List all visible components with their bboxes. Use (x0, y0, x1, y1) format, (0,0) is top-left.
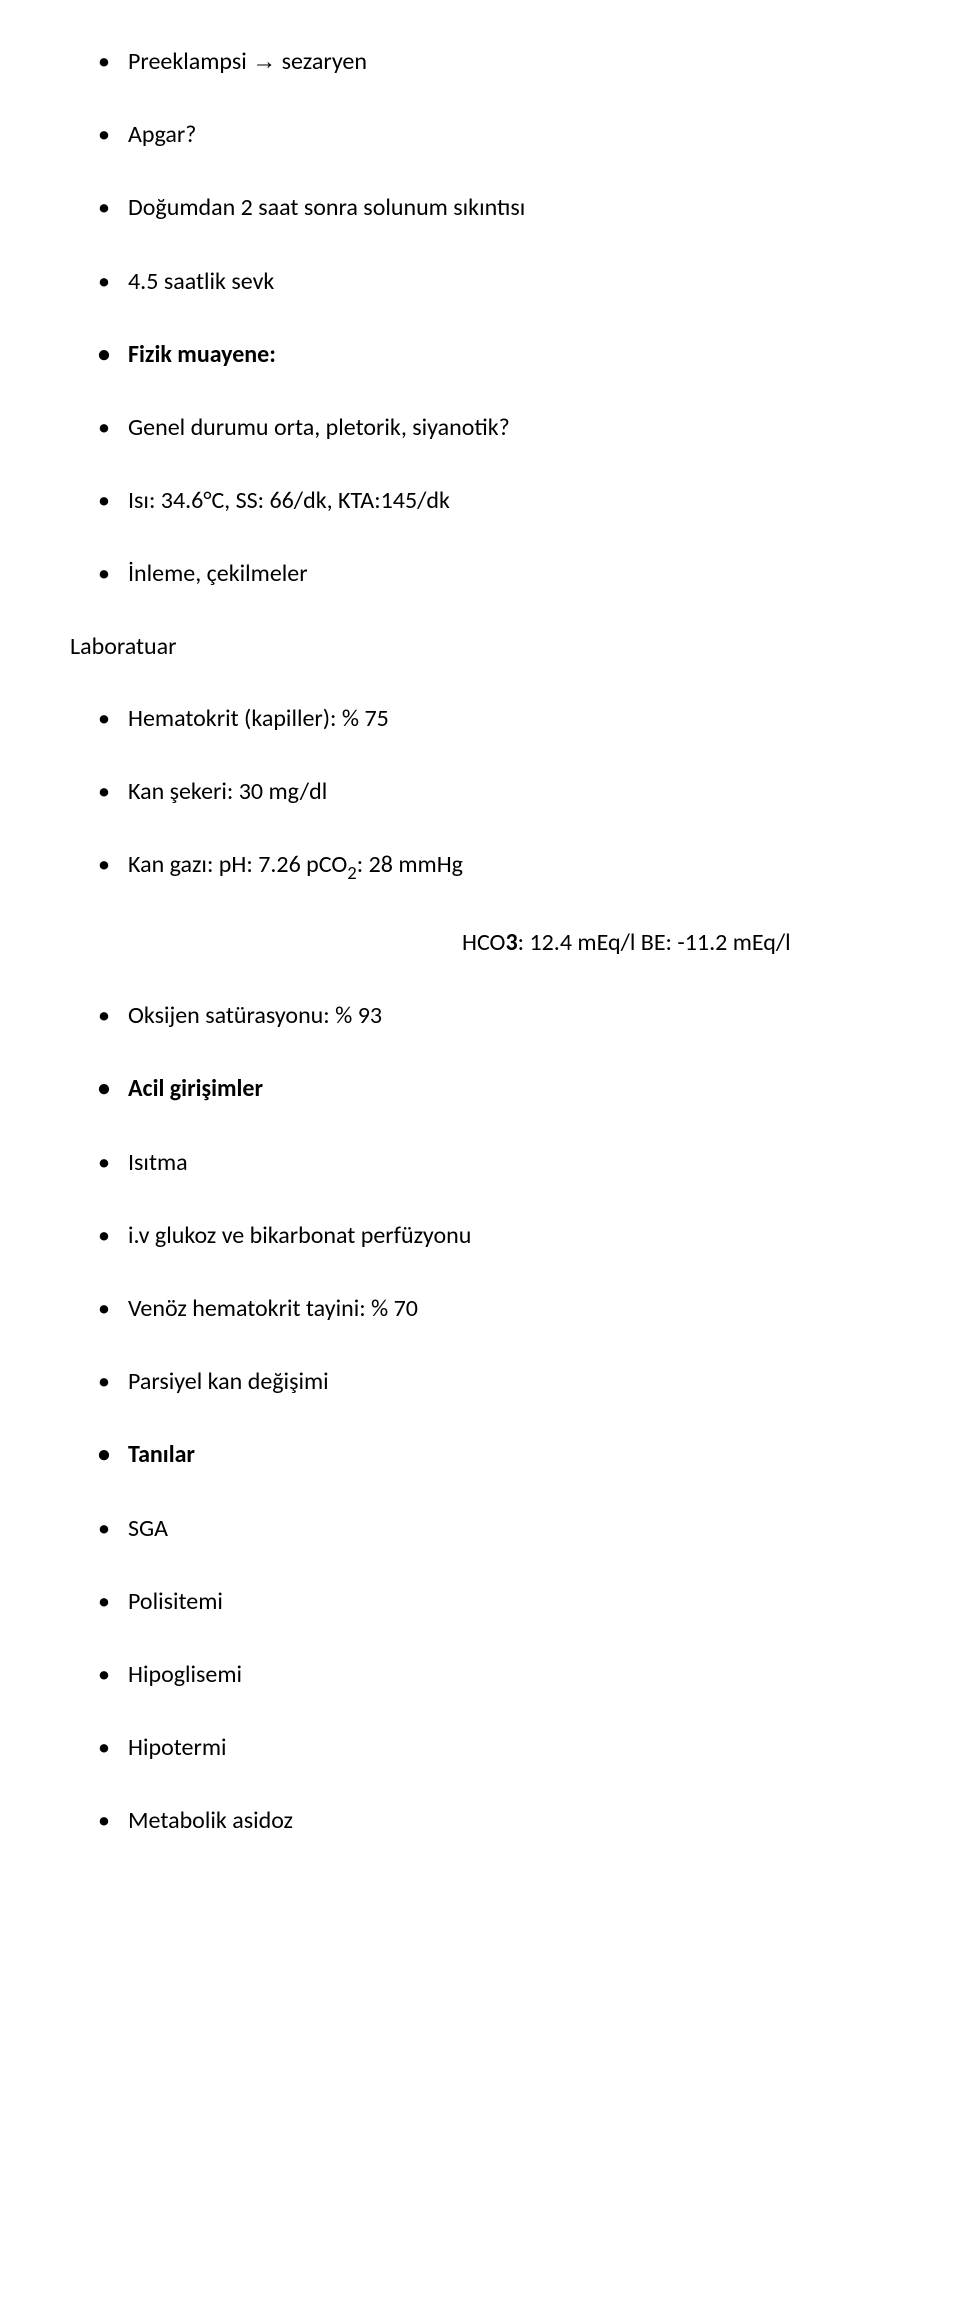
list-item: Parsiyel kan değişimi (70, 1366, 890, 1397)
list-item: Kan şekeri: 30 mg/dl (70, 776, 890, 807)
section-label: Laboratuar (70, 632, 890, 661)
list-item: Venöz hematokrit tayini: % 70 (70, 1293, 890, 1324)
list-item: Metabolik asidoz (70, 1805, 890, 1836)
list-item: İnleme, çekilmeler (70, 558, 890, 589)
list-item: Hipoglisemi (70, 1659, 890, 1690)
list-item: Oksijen satürasyonu: % 93 (70, 1000, 890, 1031)
list-item: Kan gazı: pH: 7.26 pCO2: 28 mmHg (70, 849, 890, 885)
list-item: Isıtma (70, 1147, 890, 1178)
list-item: Acil girişimler (70, 1073, 890, 1104)
list-item: Fizik muayene: (70, 339, 890, 370)
list-item: Hematokrit (kapiller): % 75 (70, 703, 890, 734)
bullet-list-c: Oksijen satürasyonu: % 93 Acil girişimler… (70, 1000, 890, 1836)
list-item: SGA (70, 1513, 890, 1544)
document-page: Preeklampsi → sezaryen Apgar? Doğumdan 2 s… (0, 0, 960, 1938)
list-item: 4.5 saatlik sevk (70, 266, 890, 297)
bullet-list-b: Hematokrit (kapiller): % 75 Kan şekeri: 3… (70, 703, 890, 886)
list-item: Isı: 34.6°C, SS: 66/dk, KTA:145/dk (70, 485, 890, 516)
list-item: Polisitemi (70, 1586, 890, 1617)
list-item: Apgar? (70, 119, 890, 150)
list-item: Tanılar (70, 1439, 890, 1470)
list-item: Genel durumu orta, pletorik, siyanotik? (70, 412, 890, 443)
list-item: i.v glukoz ve bikarbonat perfüzyonu (70, 1220, 890, 1251)
list-item: Preeklampsi → sezaryen (70, 46, 890, 77)
indented-result-line: HCO3: 12.4 mEq/l BE: -11.2 mEq/l (70, 927, 890, 958)
list-item: Doğumdan 2 saat sonra solunum sıkıntısı (70, 192, 890, 223)
bullet-list-a: Preeklampsi → sezaryen Apgar? Doğumdan 2 s… (70, 46, 890, 590)
list-item: Hipotermi (70, 1732, 890, 1763)
